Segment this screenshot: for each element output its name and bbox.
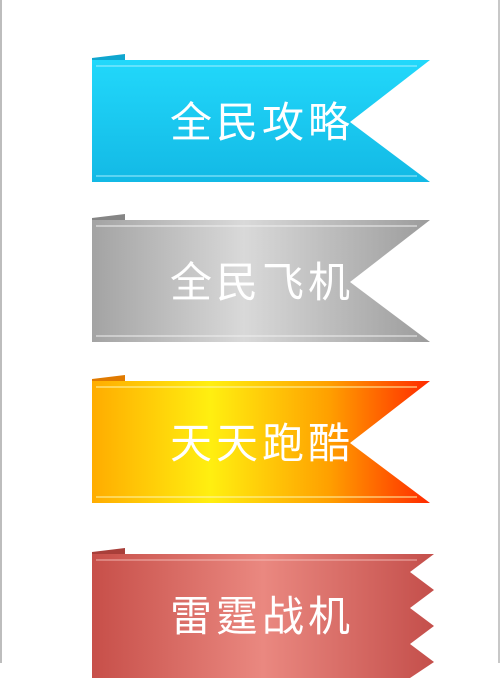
ribbon-tiantian-paoku[interactable]: 天天跑酷 [92,375,434,505]
ribbon-shape [92,54,430,182]
ribbon-shape [92,214,430,342]
ribbon-leiting-zhanji[interactable]: 雷霆战机 [92,548,434,678]
page-frame-right [498,0,500,663]
ribbon-body [92,220,430,342]
ribbon-quanmin-gonglue[interactable]: 全民攻略 [92,54,434,184]
ribbon-shape [92,375,430,503]
ribbon-quanmin-feiji[interactable]: 全民飞机 [92,214,434,344]
ribbon-shape [92,548,434,678]
page-frame-left [0,0,2,663]
ribbon-body [92,381,430,503]
ribbon-body [92,60,430,182]
ribbon-body [92,554,434,678]
